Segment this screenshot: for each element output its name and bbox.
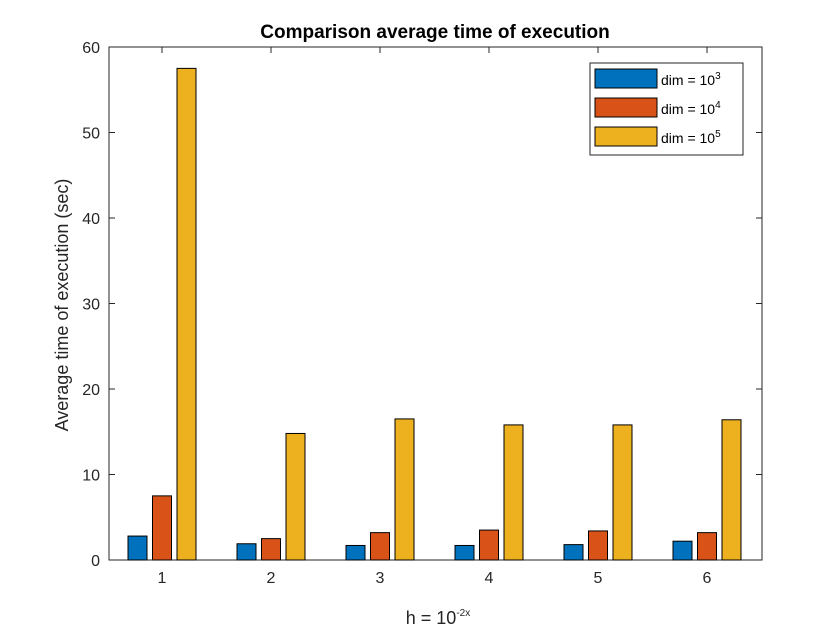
bar-series3-cat1 xyxy=(176,67,197,561)
legend-label: dim = 105 xyxy=(661,129,721,146)
bar-series1-cat3 xyxy=(345,544,366,561)
y-tick-label: 60 xyxy=(82,40,100,57)
bar-series3-cat2 xyxy=(285,432,306,561)
x-tick-label: 1 xyxy=(158,570,167,587)
bar-series1-cat1 xyxy=(127,535,148,561)
bar-series2-cat2 xyxy=(261,538,281,561)
x-tick-label: 2 xyxy=(267,570,276,587)
bar-series2-cat1 xyxy=(152,495,172,561)
legend-swatch xyxy=(594,68,658,89)
bar-series3-cat6 xyxy=(721,419,742,561)
bar-series2-cat3 xyxy=(370,532,390,561)
y-tick-label: 30 xyxy=(82,297,100,314)
bar-series1-cat6 xyxy=(672,540,693,561)
chart-title: Comparison average time of execution xyxy=(260,22,610,43)
bar-series3-cat3 xyxy=(394,418,415,561)
x-tick-label: 6 xyxy=(703,570,712,587)
bar-series2-cat6 xyxy=(697,532,717,561)
bar-series1-cat2 xyxy=(236,543,257,561)
legend-label: dim = 104 xyxy=(661,100,721,117)
bar-series2-cat5 xyxy=(588,530,608,561)
legend-label: dim = 103 xyxy=(661,71,721,88)
y-tick-label: 40 xyxy=(82,211,100,228)
legend: dim = 103 dim = 104 dim = 105 xyxy=(589,62,744,156)
x-tick-label: 5 xyxy=(594,570,603,587)
bar-series1-cat4 xyxy=(454,544,475,561)
bar-series3-cat4 xyxy=(503,424,524,561)
legend-swatch xyxy=(594,97,658,118)
bar-series1-cat5 xyxy=(563,544,584,561)
x-axis-label: h = 10-2x xyxy=(406,608,470,628)
legend-swatch xyxy=(594,126,658,147)
x-tick-label: 3 xyxy=(376,570,385,587)
y-axis-label: Average time of execution (sec) xyxy=(52,179,72,432)
y-tick-label: 0 xyxy=(91,553,100,570)
axis-ticks: 0 10 20 30 40 50 60 1 2 3 4 5 6 xyxy=(82,40,762,587)
y-tick-label: 50 xyxy=(82,126,100,143)
bar-series2-cat4 xyxy=(479,529,499,561)
x-tick-label: 4 xyxy=(485,570,494,587)
bars xyxy=(127,67,742,561)
x-axis-label-main: h = 10 xyxy=(406,608,457,628)
y-tick-label: 20 xyxy=(82,382,100,399)
y-tick-label: 10 xyxy=(82,468,100,485)
x-axis-label-sup: -2x xyxy=(456,608,470,619)
bar-series3-cat5 xyxy=(612,424,633,561)
